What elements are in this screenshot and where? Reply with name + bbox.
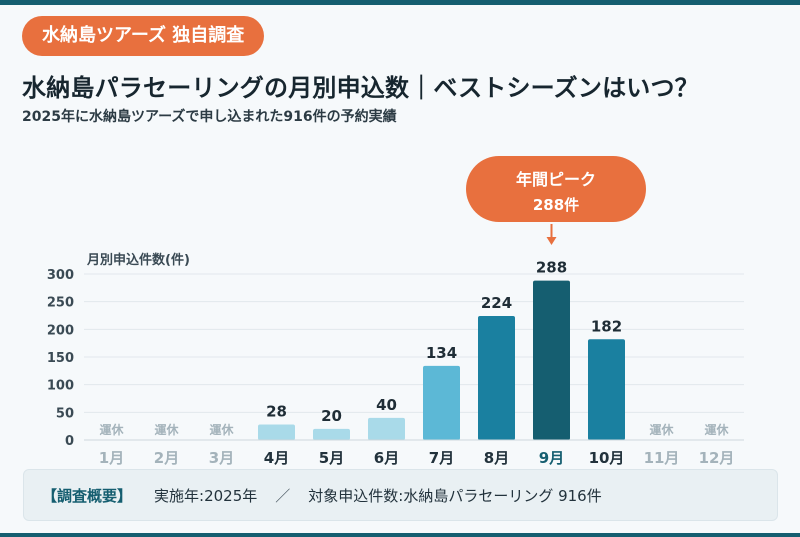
peak-callout: 年間ピーク 288件: [466, 156, 646, 222]
y-tick-label: 250: [47, 296, 74, 311]
x-tick-label: 1月: [99, 449, 124, 467]
summary-count: 対象申込件数:水納島パラセーリング 916件: [308, 486, 602, 505]
summary-year: 実施年:2025年: [154, 486, 258, 505]
page-subtitle: 2025年に水納島ツアーズで申し込まれた916件の予約実績: [22, 109, 397, 125]
closed-label: 運休: [154, 422, 179, 437]
x-tick-label: 8月: [484, 449, 509, 467]
x-tick-label: 7月: [429, 449, 454, 467]
y-axis-label: 月別申込件数(件): [87, 253, 190, 268]
summary-separator: ／: [275, 486, 291, 505]
bar-10: [588, 339, 625, 440]
page-title: 水納島パラセーリングの月別申込数｜ベストシーズンはいつ？: [22, 74, 699, 102]
bar-7: [423, 365, 460, 440]
closed-label: 運休: [99, 422, 124, 437]
x-tick-label: 11月: [644, 449, 680, 467]
y-tick-label: 50: [56, 406, 74, 421]
closed-label: 運休: [209, 422, 234, 437]
summary-tag: 【調査概要】: [42, 486, 133, 505]
x-tick-label: 3月: [209, 449, 234, 467]
x-tick-label: 2月: [154, 449, 179, 467]
y-tick-label: 0: [65, 434, 74, 449]
data-label: 288: [536, 259, 567, 277]
bar-9: [533, 280, 570, 440]
data-label: 224: [481, 294, 512, 312]
x-tick-label: 12月: [699, 449, 735, 467]
bottom-accent-bar: [0, 533, 800, 537]
data-label: 182: [591, 317, 622, 335]
source-badge: 水納島ツアーズ 独自調査: [22, 16, 265, 56]
chart-canvas: 0 50 100 150 200 250 300 運休 1月 運休 2月 運休 3月 28 4月 20 5月 40…: [47, 224, 744, 467]
bar-6: [368, 417, 405, 440]
peak-callout-value: 288件: [532, 196, 580, 214]
x-tick-label: 6月: [374, 449, 399, 467]
x-tick-label: 4月: [264, 449, 289, 467]
closed-label: 運休: [704, 422, 729, 437]
closed-label: 運休: [649, 422, 674, 437]
data-label: 20: [321, 407, 342, 425]
data-label: 134: [426, 344, 457, 362]
bar-4: [258, 424, 295, 440]
x-tick-label: 9月: [539, 449, 564, 467]
callout-arrow-head: [546, 237, 557, 245]
survey-summary: 【調査概要】 実施年:2025年 ／ 対象申込件数:水納島パラセーリング 916…: [23, 469, 778, 521]
bar-8: [478, 316, 515, 440]
top-accent-bar: [0, 0, 800, 5]
bar-chart: 0 50 100 150 200 250 300 運休 1月 運休 2月 運休 3月 28 4月 20 5月 40…: [0, 150, 800, 470]
y-tick-label: 200: [47, 323, 74, 338]
x-tick-label: 10月: [589, 449, 625, 467]
y-tick-label: 100: [47, 379, 74, 394]
x-tick-label: 5月: [319, 449, 344, 467]
bar-5: [313, 428, 350, 440]
peak-callout-title: 年間ピーク: [515, 170, 596, 189]
y-tick-label: 150: [47, 351, 74, 366]
data-label: 40: [376, 396, 397, 414]
data-label: 28: [266, 403, 287, 421]
y-tick-label: 300: [47, 268, 74, 283]
